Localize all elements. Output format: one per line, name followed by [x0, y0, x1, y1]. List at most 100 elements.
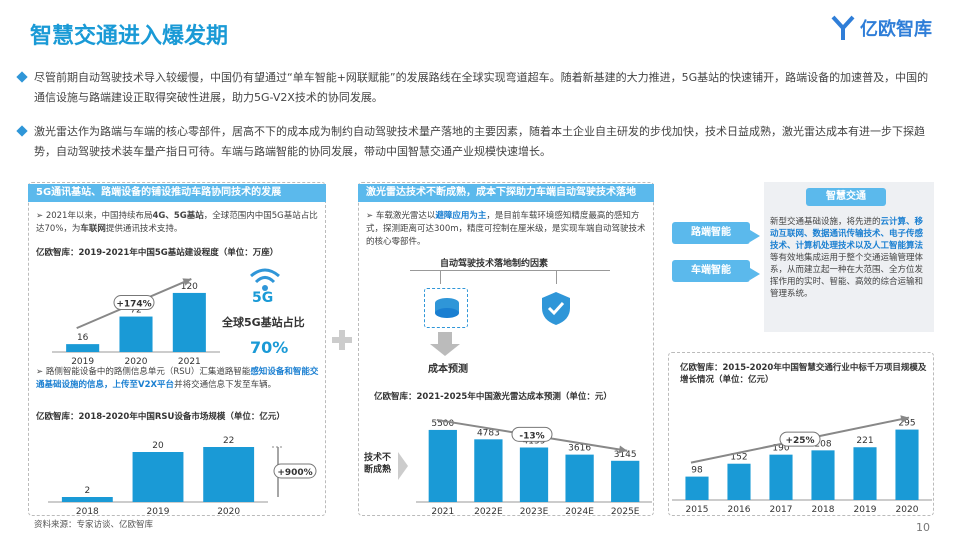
industry-chart-title: 亿欧智库：2015-2020年中国智慧交通行业中标千万项目规模及增长情况（单位：… — [680, 363, 927, 385]
x-tick-label: 2018 — [76, 507, 99, 516]
x-tick-label: 2021 — [431, 507, 454, 516]
bar — [727, 463, 751, 500]
da: 新型交通基础设施，将先进的 — [770, 217, 881, 227]
db: 云计算、移动互联网、数据通讯传输技术、电子传感技术、计算机处理技术以及人工智能算… — [770, 217, 924, 251]
t1d: 车联网 — [80, 224, 106, 234]
chart-rsu-market: 2 2018 20 2019 22 2020 +900% — [48, 436, 317, 516]
growth-pill — [273, 463, 317, 479]
x-tick-label: 2025E — [611, 507, 640, 516]
x-tick-label: 2017 — [770, 505, 793, 514]
bar-value-label: 20 — [152, 441, 164, 451]
bar-value-label: 3616 — [568, 444, 591, 454]
bar — [474, 439, 503, 502]
x-tick-label: 2019 — [147, 507, 170, 516]
x-tick-label: 2018 — [812, 505, 835, 514]
x-tick-label: 2019 — [71, 357, 94, 366]
t2c: 并将交通信息下发至车辆。 — [174, 380, 277, 390]
x-tick-label: 2023E — [520, 507, 549, 516]
diamond-bullet-icon — [16, 125, 28, 137]
bar — [172, 292, 206, 352]
immature-label: 技术不断成熟 — [364, 453, 392, 475]
dc: 等有效地集成运用于整个交通运输管理体系，从而建立起一种在大范围、全方位发挥作用的… — [770, 253, 924, 299]
down-arrow-icon — [430, 344, 460, 356]
logo: 亿欧智库 — [830, 14, 932, 42]
footer-source: 资料来源：专家访谈、亿欧智库 — [34, 520, 154, 530]
bar-value-label: 2 — [84, 486, 90, 496]
bullet-1-text: 尽管前期自动驾驶技术导入较缓慢，中国仍有望通过“单车智能+网联赋能”的发展路线在… — [34, 71, 929, 104]
shield-check-icon — [536, 288, 576, 328]
t2a: 路侧智能设备中的路侧信息单元（RSU）汇集道路智能 — [45, 367, 251, 377]
bar — [519, 447, 549, 502]
bar — [66, 344, 100, 352]
tag-arrow-icon — [750, 268, 760, 280]
bar-value-label: 4783 — [477, 428, 500, 438]
page-title: 智慧交通进入爆发期 — [30, 24, 229, 49]
x-tick-label: 2020 — [125, 357, 148, 366]
t1b: 4G、5G基站 — [152, 211, 204, 221]
tag-smart-traffic: 智慧交通 — [806, 188, 886, 206]
share-value: 70% — [250, 338, 289, 357]
pb: 避障应用为主 — [435, 211, 487, 221]
bullet-2-text: 激光雷达作为路端与车端的核心零部件，居高不下的成本成为制约自动驾驶技术量产落地的… — [34, 125, 925, 158]
page-number: 10 — [916, 521, 930, 534]
bar-value-label: 295 — [898, 419, 915, 429]
bar-value-label: 5500 — [431, 419, 454, 429]
tag-arrow-icon — [750, 230, 760, 242]
bar-value-label: 221 — [856, 436, 873, 446]
diamond-bullet-icon — [16, 71, 28, 83]
bar-value-label: 190 — [772, 444, 789, 454]
bullet-1: 尽管前期自动驾驶技术导入较缓慢，中国仍有望通过“单车智能+网联赋能”的发展路线在… — [16, 68, 934, 108]
right-arrow-icon — [398, 452, 408, 480]
growth-label: +900% — [277, 468, 312, 478]
growth-pill — [113, 295, 155, 311]
factor-title: 自动驾驶技术落地制约因素 — [440, 259, 549, 269]
pa: 车载激光雷达以 — [375, 211, 436, 221]
growth-pill — [511, 426, 553, 442]
smart-traffic-box — [764, 182, 934, 332]
bar — [119, 316, 153, 352]
growth-label: +174% — [116, 300, 151, 310]
x-tick-label: 2021 — [178, 357, 201, 366]
growth-label: +25% — [785, 436, 814, 446]
lidar-chart-title: 亿欧智库：2021-2025年中国激光雷达成本预测（单位：元） — [374, 392, 612, 402]
cost-label: 成本预测 — [428, 364, 468, 375]
bar-value-label: 120 — [181, 282, 198, 292]
factor-line-r — [556, 270, 557, 284]
logo-text: 亿欧智库 — [860, 19, 932, 40]
tag-car-smart: 车端智能 — [672, 260, 750, 282]
panel-5g-text-2: ➢ 路侧智能设备中的路侧信息单元（RSU）汇集道路智能感知设备和智能交通基础设施… — [36, 367, 319, 390]
bar-value-label: 152 — [730, 453, 747, 463]
shield-svg — [542, 292, 570, 325]
smart-traffic-desc: 新型交通基础设施，将先进的云计算、移动互联网、数据通讯传输技术、电子传感技术、计… — [770, 216, 930, 300]
chart1-title: 亿欧智库：2019-2021年中国5G基站建设程度（单位：万座） — [36, 248, 279, 258]
bar — [428, 429, 457, 502]
t1c: ，全球范围内中国5G基站占比达70%，为 — [36, 211, 318, 234]
pc: ，是目前车载环境感知精度最高的感知方式，探测距离可达300m，精度可控制在厘米级… — [366, 211, 646, 247]
bar-value-label: 3145 — [614, 450, 637, 460]
coins-icon — [424, 288, 468, 328]
t1e: 提供通讯技术支持。 — [105, 224, 183, 234]
bar — [61, 497, 113, 502]
growth-pill — [779, 431, 821, 447]
bar — [811, 450, 835, 500]
bar — [611, 460, 640, 502]
bar — [853, 447, 877, 500]
chart-5g-bases: 16 2019 72 2020 120 2021 +174% — [52, 278, 220, 366]
yiou-logo-icon — [831, 15, 855, 40]
chart2-title: 亿欧智库：2018-2020年中国RSU设备市场规模（单位：亿元） — [36, 412, 285, 422]
panel-5g-header: 5G通讯基站、路端设备的铺设推动车路协同技术的发展 — [28, 184, 326, 202]
t1a: 2021年以来，中国持续布局 — [45, 211, 153, 221]
bullet-2: 激光雷达作为路端与车端的核心零部件，居高不下的成本成为制约自动驾驶技术量产落地的… — [16, 122, 934, 162]
chart-industry-scale: 98 2015 152 2016 190 2017 208 2018 221 2019 295 202… — [672, 415, 932, 514]
panel-5g — [28, 182, 326, 516]
bar — [132, 452, 184, 502]
bar — [203, 447, 255, 502]
factor-line-l — [440, 270, 441, 284]
growth-arrow-head — [900, 415, 909, 424]
growth-label: -13% — [519, 431, 544, 441]
chart-lidar-cost: 5500202147832022E41592023E36162024E31452… — [416, 419, 652, 516]
bar — [565, 454, 594, 502]
t2b: 感知设备和智能交通基础设施的信息，上传至V2X平台 — [36, 367, 319, 390]
growth-arrow-head — [182, 278, 192, 286]
bar-value-label: 22 — [223, 436, 234, 446]
